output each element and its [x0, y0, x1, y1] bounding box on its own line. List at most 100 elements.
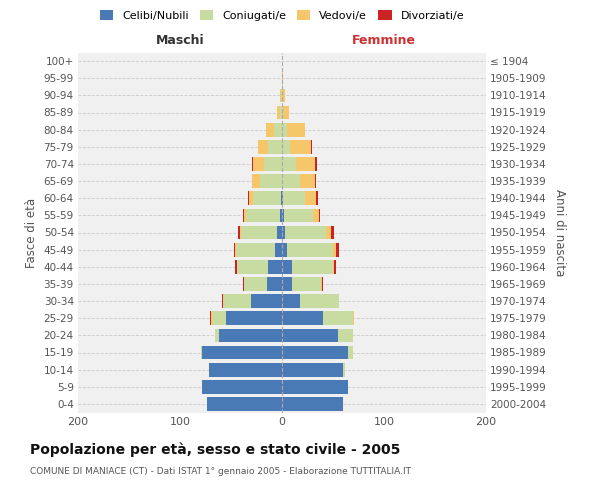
Bar — [290, 140, 311, 153]
Bar — [282, 208, 284, 222]
Bar — [268, 260, 282, 274]
Bar — [280, 208, 282, 222]
Bar — [282, 294, 301, 308]
Bar — [226, 312, 282, 325]
Text: COMUNE DI MANIACE (CT) - Dati ISTAT 1° gennaio 2005 - Elaborazione TUTTITALIA.IT: COMUNE DI MANIACE (CT) - Dati ISTAT 1° g… — [30, 468, 411, 476]
Legend: Celibi/Nubili, Coniugati/e, Vedovi/e, Divorziati/e: Celibi/Nubili, Coniugati/e, Vedovi/e, Di… — [98, 8, 466, 24]
Bar — [282, 346, 349, 360]
Bar — [263, 157, 282, 171]
Bar — [314, 157, 317, 171]
Bar — [240, 226, 241, 239]
Bar — [336, 243, 339, 256]
Bar — [282, 380, 349, 394]
Bar — [253, 192, 281, 205]
Bar — [268, 140, 282, 153]
Bar — [282, 192, 283, 205]
Bar — [281, 88, 282, 102]
Bar — [313, 208, 319, 222]
Bar — [281, 192, 282, 205]
Bar — [282, 260, 292, 274]
Bar — [283, 106, 289, 120]
Bar — [343, 363, 345, 376]
Bar — [326, 226, 331, 239]
Bar — [305, 192, 316, 205]
Bar — [296, 157, 314, 171]
Bar — [282, 72, 283, 85]
Bar — [316, 192, 318, 205]
Bar — [238, 226, 240, 239]
Bar — [282, 174, 301, 188]
Bar — [323, 312, 353, 325]
Bar — [349, 346, 353, 360]
Bar — [234, 243, 235, 256]
Bar — [236, 243, 275, 256]
Bar — [274, 123, 282, 136]
Bar — [266, 123, 274, 136]
Bar — [260, 174, 282, 188]
Bar — [257, 140, 268, 153]
Bar — [285, 226, 326, 239]
Bar — [222, 294, 223, 308]
Bar — [282, 312, 323, 325]
Bar — [277, 106, 280, 120]
Bar — [301, 174, 314, 188]
Bar — [251, 294, 282, 308]
Bar — [248, 192, 250, 205]
Bar — [282, 88, 285, 102]
Bar — [244, 277, 267, 291]
Bar — [314, 174, 316, 188]
Bar — [209, 312, 211, 325]
Bar — [333, 243, 336, 256]
Bar — [209, 363, 282, 376]
Bar — [275, 243, 282, 256]
Bar — [338, 328, 353, 342]
Bar — [235, 260, 237, 274]
Bar — [321, 277, 322, 291]
Bar — [333, 260, 334, 274]
Bar — [282, 123, 287, 136]
Y-axis label: Anni di nascita: Anni di nascita — [553, 189, 566, 276]
Bar — [280, 88, 281, 102]
Bar — [283, 192, 305, 205]
Bar — [334, 260, 336, 274]
Bar — [282, 328, 338, 342]
Bar — [282, 277, 292, 291]
Bar — [202, 380, 282, 394]
Bar — [292, 260, 333, 274]
Bar — [282, 106, 283, 120]
Text: Femmine: Femmine — [352, 34, 416, 48]
Bar — [202, 346, 282, 360]
Bar — [243, 208, 244, 222]
Bar — [282, 140, 290, 153]
Bar — [267, 277, 282, 291]
Bar — [277, 226, 282, 239]
Bar — [250, 192, 253, 205]
Bar — [282, 363, 343, 376]
Bar — [322, 277, 323, 291]
Y-axis label: Fasce di età: Fasce di età — [25, 198, 38, 268]
Bar — [331, 226, 334, 239]
Bar — [206, 397, 282, 411]
Bar — [241, 226, 277, 239]
Bar — [253, 157, 263, 171]
Bar — [219, 328, 282, 342]
Bar — [235, 243, 236, 256]
Bar — [282, 397, 343, 411]
Bar — [223, 294, 251, 308]
Text: Popolazione per età, sesso e stato civile - 2005: Popolazione per età, sesso e stato civil… — [30, 442, 400, 457]
Bar — [319, 208, 320, 222]
Bar — [243, 277, 244, 291]
Bar — [237, 260, 268, 274]
Bar — [253, 174, 260, 188]
Bar — [211, 312, 212, 325]
Bar — [212, 312, 226, 325]
Bar — [280, 106, 282, 120]
Bar — [247, 208, 280, 222]
Bar — [215, 328, 219, 342]
Bar — [287, 123, 305, 136]
Bar — [282, 226, 285, 239]
Bar — [282, 157, 296, 171]
Bar — [301, 294, 339, 308]
Bar — [284, 208, 313, 222]
Bar — [244, 208, 247, 222]
